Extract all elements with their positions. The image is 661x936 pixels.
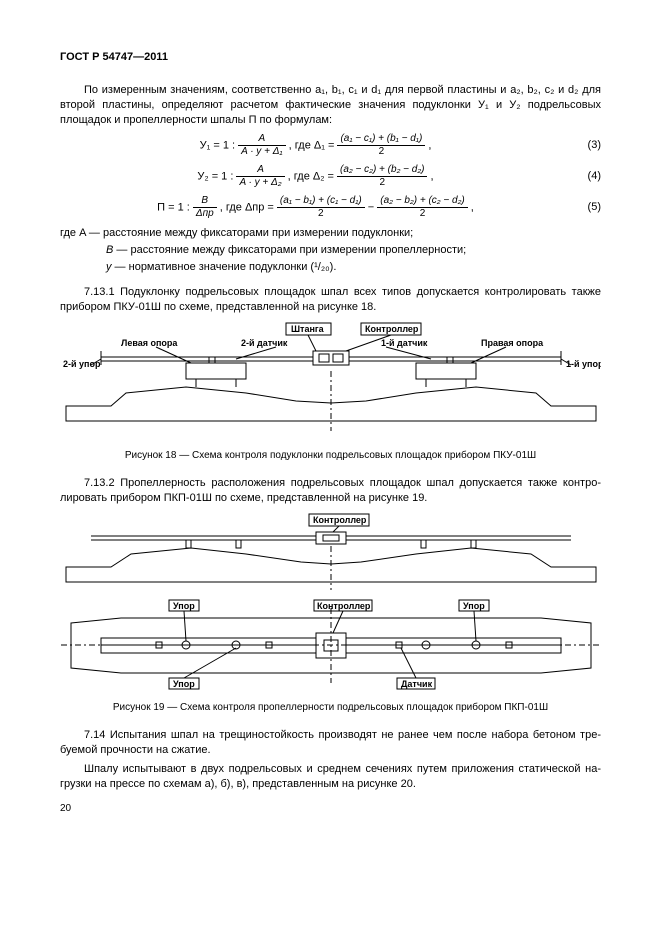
f3-f2d: 2 <box>277 208 365 220</box>
f3-lhs: П = 1 : <box>157 202 193 214</box>
f3-f1d: Δпр <box>193 208 217 220</box>
fig19-upor-tl: Упор <box>173 601 195 611</box>
f3-num: (5) <box>571 200 601 215</box>
f2-f2d: 2 <box>337 177 427 189</box>
f1-num: (3) <box>571 138 601 153</box>
f3-minus: − <box>368 202 377 214</box>
f3-tail: , <box>471 202 474 214</box>
f1-lhs: У₁ = 1 : <box>200 140 239 152</box>
formula-3: П = 1 : BΔпр , где Δпр = (a₁ − b₁) + (c₁… <box>60 195 601 220</box>
p-7-13-1: 7.13.1 Подуклонку подрельсовых площадок … <box>60 285 601 315</box>
fig18-shtanga: Штанга <box>291 324 325 334</box>
fig18-right-opora: Правая опора <box>481 338 544 348</box>
figure-19-top: Упор Упор Контроллер Упор Датчик <box>61 598 601 693</box>
f1-f2d: 2 <box>337 146 425 158</box>
figure-18: Штанга Контроллер Левая опора Правая опо… <box>61 321 601 441</box>
formula-2: У₂ = 1 : AA · y + Δ₂ , где Δ₂ = (a₂ − c₂… <box>60 164 601 189</box>
f2-f1d: A · y + Δ₂ <box>236 177 284 189</box>
p-7-13-2: 7.13.2 Пропеллерность расположения подре… <box>60 476 601 506</box>
f1-f1n: A <box>238 133 285 146</box>
fig18-kontroller: Контроллер <box>365 324 419 334</box>
f3-f3d: 2 <box>377 208 467 220</box>
f1-tail: , <box>428 140 431 152</box>
fig19-datchik: Датчик <box>401 679 433 689</box>
definitions: где A — расстояние между фиксаторами при… <box>60 226 601 275</box>
fig18-upor1: 1-й упор <box>566 359 601 369</box>
f3-mid: , где Δпр = <box>220 202 277 214</box>
f2-mid: , где Δ₂ = <box>288 171 337 183</box>
def-b: B — расстояние между фиксаторами при изм… <box>106 243 601 258</box>
f1-mid: , где Δ₁ = <box>289 140 338 152</box>
f1-f1d: A · y + Δ₁ <box>238 146 285 158</box>
fig19-upor-bl: Упор <box>173 679 195 689</box>
f2-lhs: У₂ = 1 : <box>197 171 236 183</box>
p-7-14b: Шпалу испытывают в двух подрельсовых и с… <box>60 762 601 792</box>
fig18-caption: Рисунок 18 — Схема контроля подуклонки п… <box>60 449 601 463</box>
f3-f2n: (a₁ − b₁) + (c₁ − d₁) <box>277 195 365 208</box>
fig19-kontroller: Контроллер <box>317 601 371 611</box>
fig18-left-opora: Левая опора <box>121 338 178 348</box>
intro-paragraph: По измеренным значениям, соответственно … <box>60 83 601 128</box>
fig18-datchik1: 1-й датчик <box>381 338 428 348</box>
figure-19-side: Контроллер <box>61 512 601 592</box>
fig19-caption: Рисунок 19 — Схема контроля пропеллернос… <box>60 701 601 715</box>
document-header: ГОСТ Р 54747—2011 <box>60 50 601 65</box>
f1-f2n: (a₁ − c₁) + (b₁ − d₁) <box>337 133 425 146</box>
fig18-upor2: 2-й упор <box>63 359 101 369</box>
f3-f1n: B <box>193 195 217 208</box>
f3-f3n: (a₂ − b₂) + (c₂ − d₂) <box>377 195 467 208</box>
formula-1: У₁ = 1 : AA · y + Δ₁ , где Δ₁ = (a₁ − c₁… <box>60 133 601 158</box>
f2-f1n: A <box>236 164 284 177</box>
page-number: 20 <box>60 802 601 816</box>
def-a: где A — расстояние между фиксаторами при… <box>84 226 601 241</box>
f2-num: (4) <box>571 169 601 184</box>
fig19-kontroller-top: Контроллер <box>313 515 367 525</box>
f2-f2n: (a₂ − c₂) + (b₂ − d₂) <box>337 164 427 177</box>
fig19-upor-tr: Упор <box>463 601 485 611</box>
def-y: y — нормативное значение подуклонки (¹/₂… <box>106 260 601 275</box>
p-7-14a: 7.14 Испытания шпал на трещиностойкость … <box>60 728 601 758</box>
f2-tail: , <box>431 171 434 183</box>
fig18-datchik2: 2-й датчик <box>241 338 288 348</box>
